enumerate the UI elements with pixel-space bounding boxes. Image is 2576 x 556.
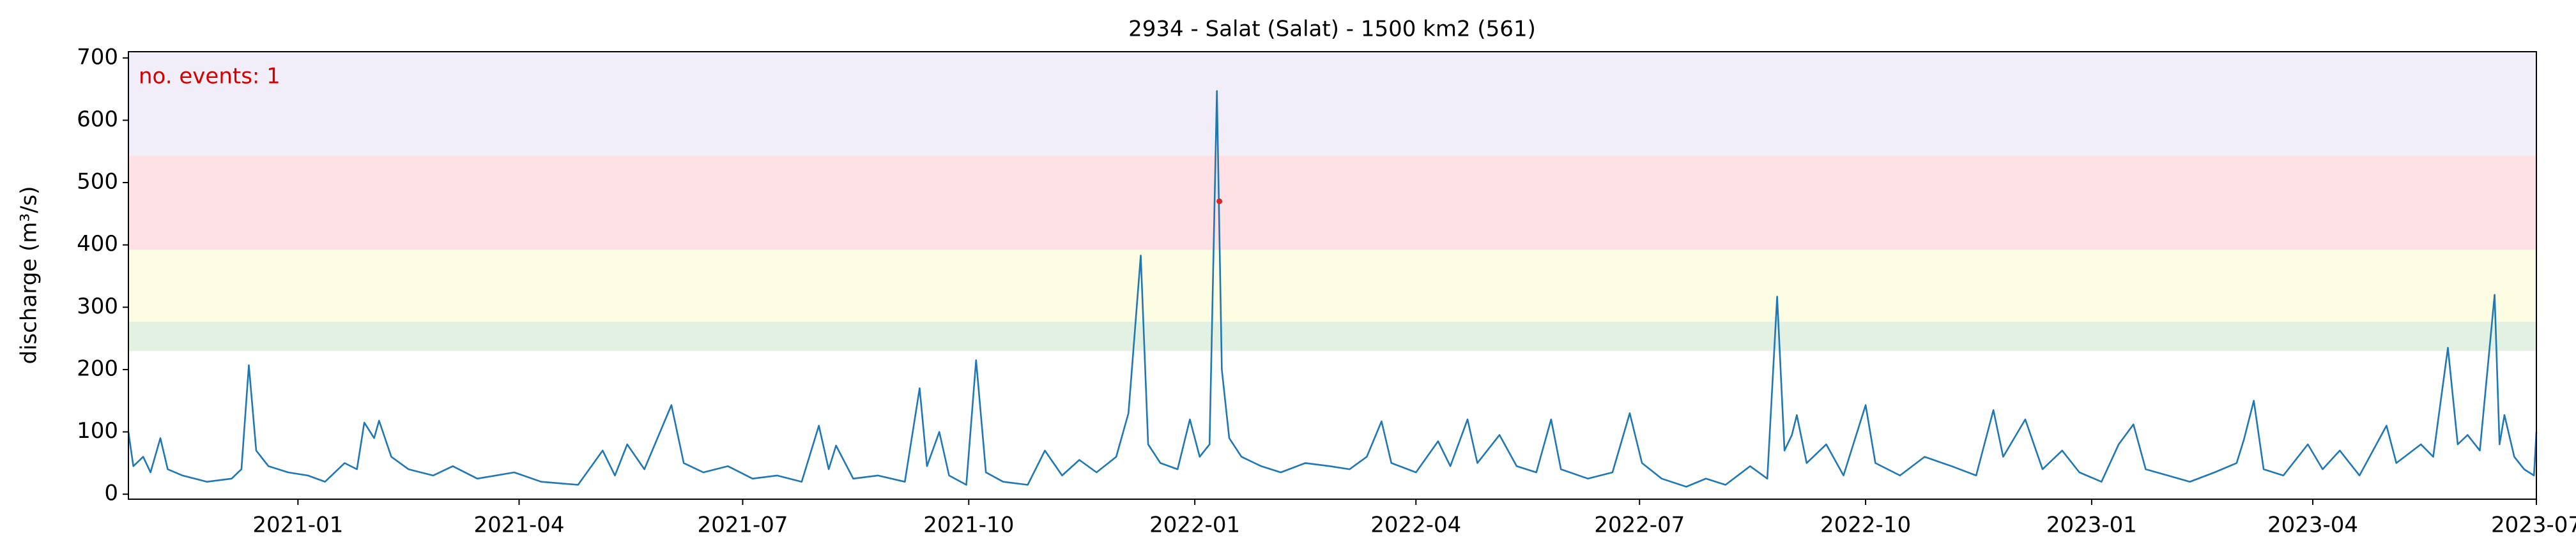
threshold-band [128,250,2536,322]
discharge-line [127,90,2538,488]
y-tick-label: 300 [77,294,118,319]
x-tick-label: 2021-07 [697,513,788,538]
x-tick-label: 2023-01 [2046,513,2137,538]
event-count: no. events: 1 [139,64,280,89]
y-axis-label: discharge (m³/s) [17,186,42,364]
chart-title: 2934 - Salat (Salat) - 1500 km2 (561) [1128,17,1536,42]
plot-frame [128,51,2537,500]
y-tick-label: 400 [77,231,118,257]
threshold-band [128,156,2536,250]
x-tick-label: 2022-04 [1370,513,1461,538]
y-tick-label: 500 [77,169,118,195]
x-tick-label: 2021-10 [923,513,1014,538]
x-tick-label: 2022-10 [1820,513,1911,538]
y-tick-label: 100 [77,418,118,444]
threshold-band [128,52,2536,156]
x-tick-label: 2021-01 [252,513,343,538]
y-tick-label: 700 [77,44,118,70]
x-tick-label: 2023-04 [2267,513,2358,538]
y-tick-label: 200 [77,356,118,381]
threshold-band [128,321,2536,351]
x-tick-label: 2021-04 [473,513,564,538]
y-tick-label: 600 [77,107,118,132]
x-tick-label: 2022-07 [1594,513,1685,538]
x-tick-label: 2022-01 [1149,513,1240,538]
event-point [1216,198,1223,204]
y-tick-label: 0 [104,481,118,506]
x-tick-label: 2023-07 [2491,513,2576,538]
